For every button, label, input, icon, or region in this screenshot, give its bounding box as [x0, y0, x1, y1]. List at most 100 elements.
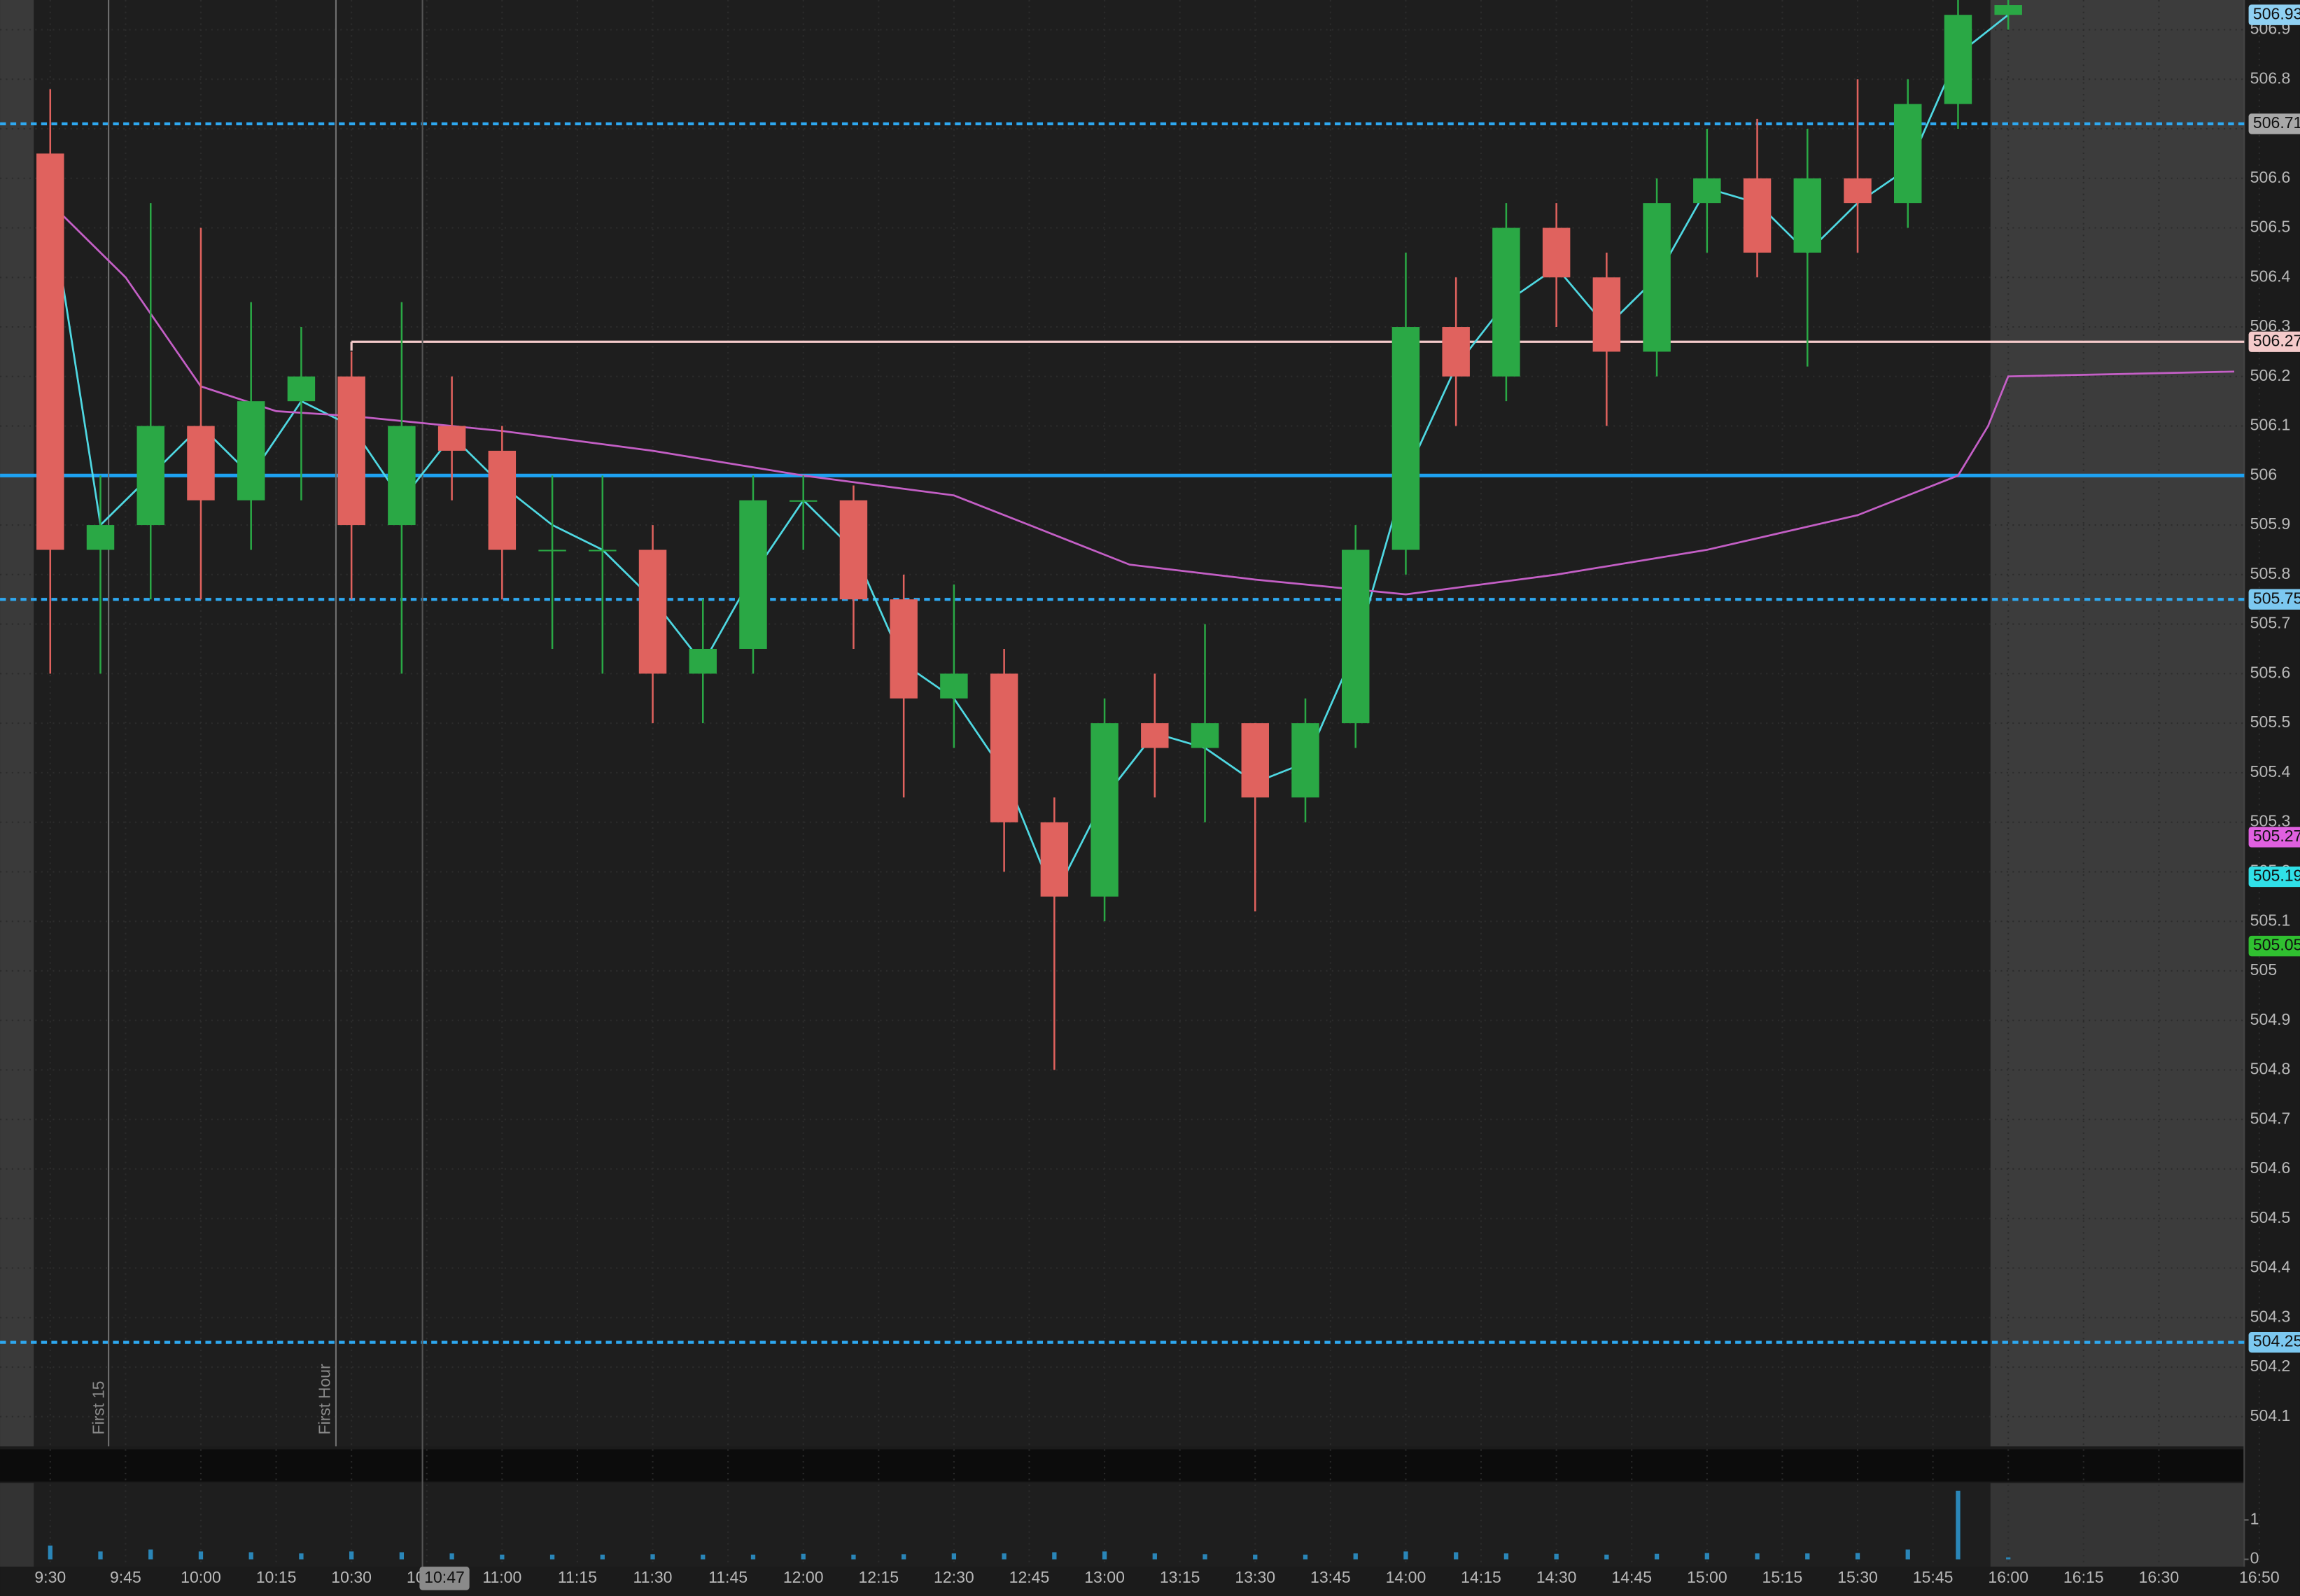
volume-bar — [1152, 1553, 1157, 1560]
candle-body — [1141, 723, 1169, 748]
x-tick-label: 15:00 — [1687, 1568, 1727, 1586]
volume-bar — [1654, 1553, 1660, 1560]
afterhours-shade — [1990, 1483, 2245, 1567]
candle-body — [1442, 327, 1470, 377]
candle-body — [337, 376, 365, 526]
x-tick-label: 16:15 — [2063, 1568, 2104, 1586]
candle-body — [36, 153, 64, 550]
x-tick-label: 13:45 — [1310, 1568, 1351, 1586]
price-label: 505.27 — [2253, 827, 2300, 845]
volume-bar — [1503, 1553, 1509, 1560]
volume-bar — [98, 1551, 103, 1560]
candle-body — [589, 550, 617, 552]
candle-body — [1241, 723, 1269, 798]
volume-bar — [198, 1551, 204, 1560]
afterhours-shade — [1990, 0, 2245, 1447]
price-label-box — [2248, 827, 2300, 848]
x-tick-label: 11:45 — [708, 1568, 748, 1586]
candle-body — [638, 550, 667, 674]
volume-bar — [851, 1554, 856, 1560]
price-label: 504.25 — [2253, 1332, 2300, 1350]
x-tick-label: 10:30 — [331, 1568, 372, 1586]
candle-body — [1844, 178, 1872, 204]
volume-panel — [0, 1483, 2245, 1567]
volume-bar — [600, 1554, 605, 1560]
x-tick-label: 16:50 — [2239, 1568, 2280, 1586]
x-tick-label: 11:15 — [558, 1568, 597, 1586]
volume-bar — [500, 1554, 505, 1560]
x-tick-label: 12:00 — [783, 1568, 824, 1586]
y-tick-label: 505.9 — [2250, 514, 2291, 533]
y-tick-label: 505.6 — [2250, 663, 2291, 681]
candle-body — [237, 401, 265, 500]
candle-body — [1291, 723, 1319, 798]
price-label: 506.71 — [2253, 113, 2300, 132]
volume-bar — [349, 1551, 354, 1560]
volume-bar — [1202, 1554, 1207, 1560]
candle-body — [890, 599, 918, 699]
x-tick-label: 14:00 — [1386, 1568, 1426, 1586]
y-tick-label: 504.8 — [2250, 1060, 2291, 1078]
candle-body — [739, 500, 767, 649]
candle-body — [1091, 723, 1119, 897]
y-tick-label: 504.1 — [2250, 1406, 2291, 1424]
candle-body — [1994, 5, 2022, 15]
candle-body — [388, 426, 416, 526]
overlay-line — [49, 202, 2235, 596]
volume-bar — [801, 1553, 806, 1560]
candle-body — [1040, 822, 1069, 897]
volume-bar — [1604, 1554, 1609, 1560]
volume-bar — [1755, 1553, 1760, 1560]
price-label: 505.19 — [2253, 867, 2300, 885]
candle-body — [1592, 277, 1621, 352]
x-tick-label: 10:15 — [256, 1568, 297, 1586]
volume-bar — [1303, 1554, 1308, 1560]
price-label-box — [2248, 1331, 2300, 1353]
cursor-label: 10:47 — [424, 1568, 465, 1586]
volume-bar — [399, 1552, 405, 1560]
price-label-box — [2248, 113, 2300, 134]
volume-bar — [650, 1554, 655, 1560]
volume-bar — [1052, 1552, 1057, 1560]
candle-body — [1492, 227, 1520, 377]
premarket-shade — [0, 0, 34, 1447]
x-tick-label: 9:30 — [34, 1568, 66, 1586]
y-tick-label: 504.4 — [2250, 1258, 2291, 1276]
volume-bar — [1704, 1553, 1709, 1560]
volume-bar — [549, 1554, 555, 1560]
volume-bar — [1956, 1490, 1961, 1560]
y-tick-label: 506.8 — [2250, 69, 2291, 87]
y-tick-label: 504.2 — [2250, 1357, 2291, 1375]
candle-body — [1391, 327, 1420, 550]
candle-body — [1793, 178, 1821, 253]
candle-body — [1693, 178, 1721, 204]
candle-body — [1643, 203, 1671, 352]
x-tick-label: 9:45 — [110, 1568, 141, 1586]
volume-bar — [750, 1554, 756, 1560]
x-tick-label: 15:30 — [1837, 1568, 1878, 1586]
overlay-line — [49, 14, 2009, 899]
price-label: 506.27 — [2253, 331, 2300, 349]
price-label-box — [2248, 331, 2300, 352]
y-tick-label: 506.5 — [2250, 218, 2291, 236]
volume-bar — [1554, 1553, 1559, 1560]
candle-body — [1743, 178, 1772, 253]
x-tick-label: 13:15 — [1160, 1568, 1200, 1586]
cursor-box — [419, 1567, 470, 1590]
price-label-box — [2248, 866, 2300, 888]
y-tick-label: 504.6 — [2250, 1158, 2291, 1177]
price-label-box — [2248, 935, 2300, 957]
y-tick-label: 506 — [2250, 465, 2277, 483]
volume-bar — [1855, 1553, 1860, 1560]
x-tick-label: 13:30 — [1235, 1568, 1275, 1586]
x-tick-label: 14:45 — [1611, 1568, 1652, 1586]
y-tick-label: 504.3 — [2250, 1307, 2291, 1325]
candle-body — [86, 525, 115, 550]
candle-body — [488, 450, 517, 550]
volume-bar — [248, 1552, 253, 1560]
volume-bar — [2006, 1557, 2011, 1560]
y-tick-label: 506.6 — [2250, 168, 2291, 186]
y-tick-label: 505.5 — [2250, 713, 2291, 731]
candle-body — [1191, 723, 1219, 748]
